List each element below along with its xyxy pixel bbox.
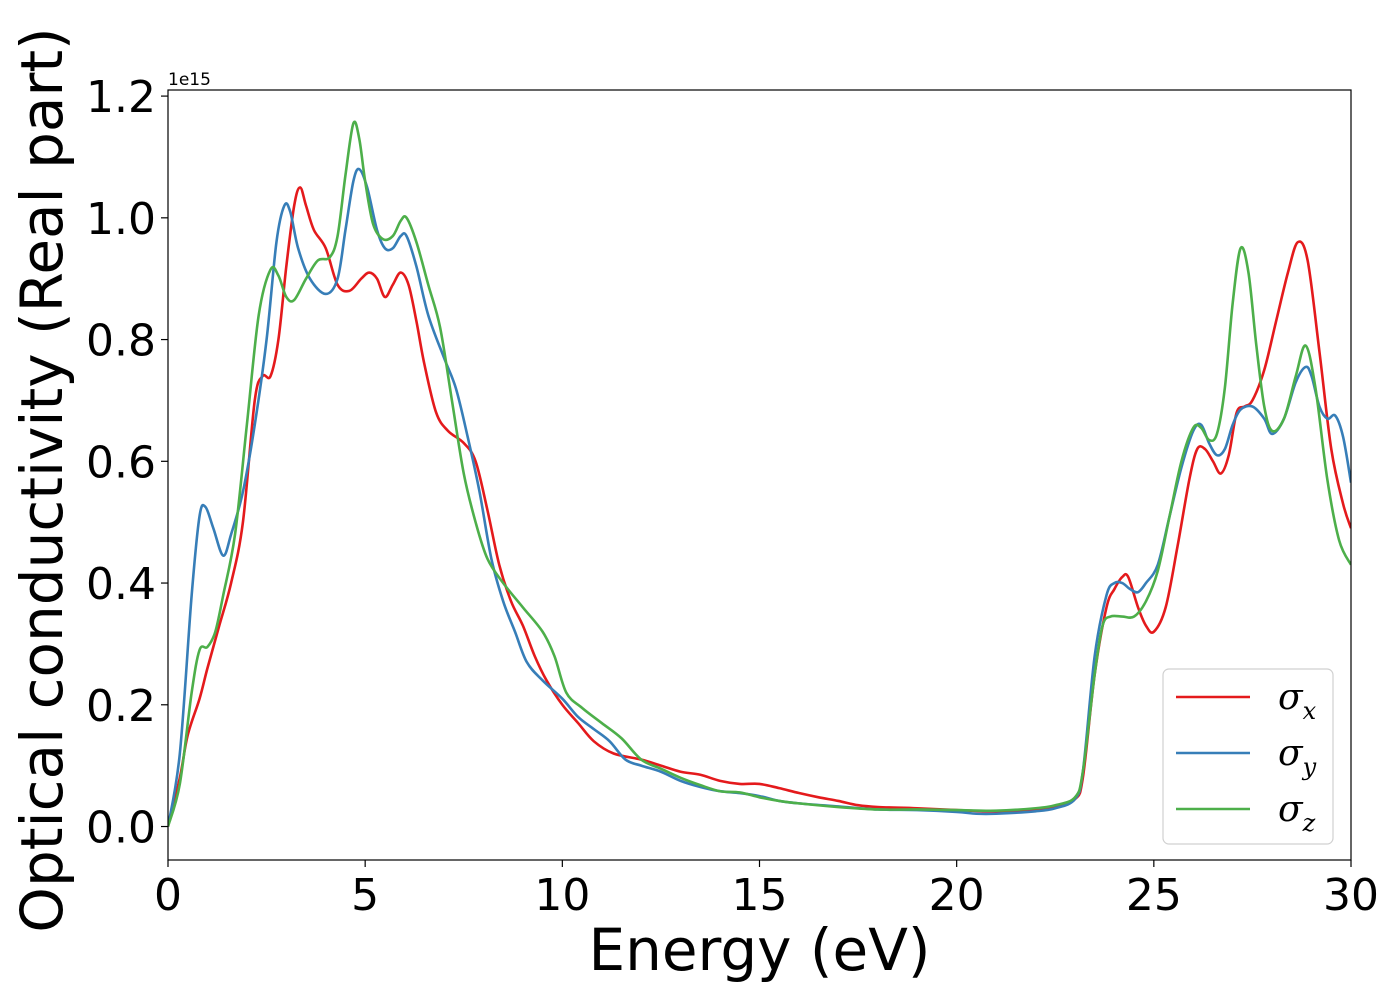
x-tick-label: 15 <box>732 870 788 921</box>
y-axis-ticks: 0.0 0.2 0.4 0.6 0.8 1.0 1.2 <box>86 72 168 854</box>
plot-frame <box>167 89 1352 861</box>
y-tick-label: 0.8 <box>86 316 156 367</box>
x-tick-label: 10 <box>534 870 590 921</box>
x-axis-ticks: 0 5 10 15 20 25 30 <box>154 860 1379 921</box>
y-axis-title: Optical conductivity (Real part) <box>8 27 76 932</box>
x-tick-label: 30 <box>1323 870 1379 921</box>
x-tick-label: 5 <box>351 870 379 921</box>
x-tick-label: 0 <box>154 870 182 921</box>
series-line-x <box>168 186 1351 827</box>
x-axis-title: Energy (eV) <box>588 916 930 984</box>
legend-box <box>1162 668 1334 845</box>
series-line-z <box>168 120 1351 827</box>
y-tick-label: 0.6 <box>86 437 156 488</box>
y-offset-label: 1e15 <box>168 70 211 90</box>
y-tick-label: 0.2 <box>86 681 156 732</box>
y-tick-label: 1.0 <box>86 194 156 245</box>
series-layer <box>168 120 1351 827</box>
x-tick-label: 20 <box>929 870 985 921</box>
y-tick-label: 1.2 <box>86 72 156 123</box>
y-tick-label: 0.0 <box>86 803 156 854</box>
y-tick-label: 0.4 <box>86 559 156 610</box>
series-line-y <box>168 167 1351 827</box>
x-tick-label: 25 <box>1126 870 1182 921</box>
